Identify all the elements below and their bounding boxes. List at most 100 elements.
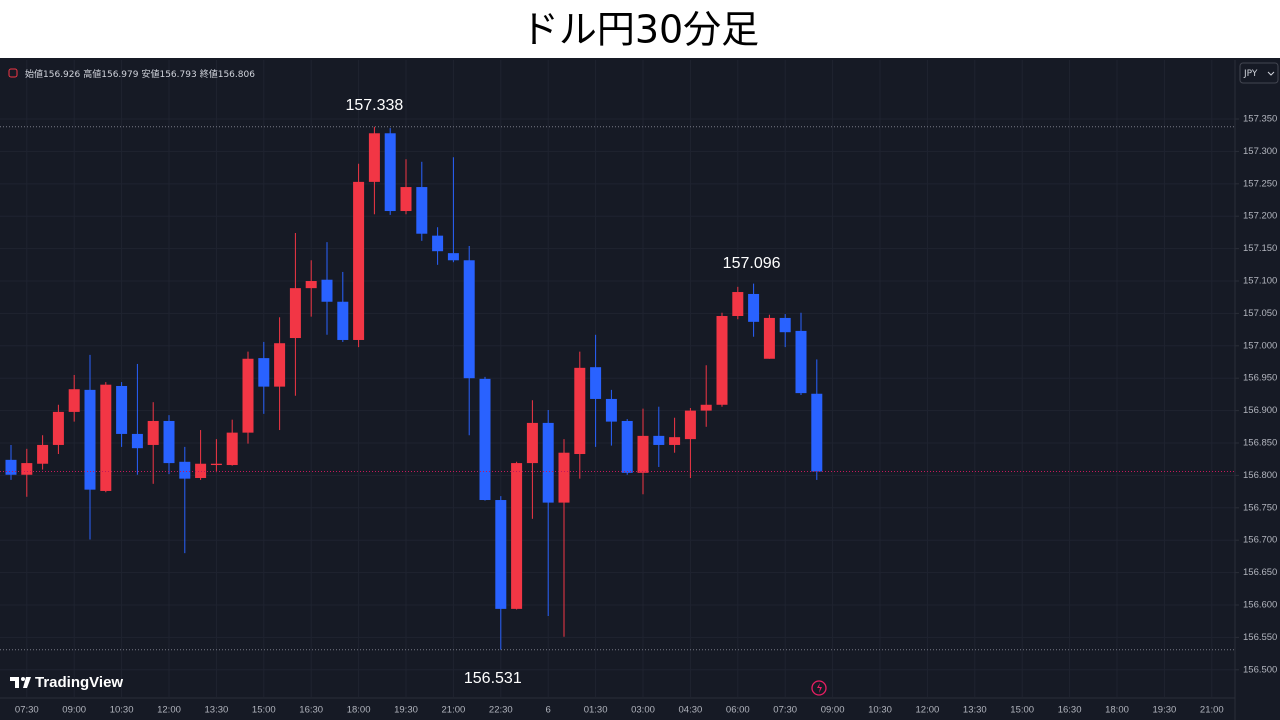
candle-body [5, 459, 17, 475]
replay-icon[interactable] [811, 680, 827, 696]
x-tick-label: 10:30 [110, 705, 134, 716]
candle-body [416, 187, 428, 234]
candle-body [384, 133, 396, 212]
close-label: 終値 [200, 68, 218, 80]
candle-body [52, 411, 64, 445]
candle-body [763, 317, 775, 359]
x-tick-label: 13:30 [963, 705, 987, 716]
candle-body [795, 330, 807, 394]
candle-body [163, 420, 175, 464]
candle-body [100, 384, 112, 491]
x-tick-label: 12:00 [157, 705, 181, 716]
candle-body [21, 463, 33, 475]
logo-mark [10, 677, 31, 688]
low-value: 156.793 [159, 70, 196, 80]
ohlc-readout: 始値156.926 高値156.979 安値156.793 終値156.806 [25, 68, 255, 80]
y-tick-label: 156.750 [1243, 502, 1277, 513]
y-tick-label: 157.250 [1243, 178, 1277, 189]
currency-button[interactable] [1239, 62, 1279, 84]
y-tick-label: 157.150 [1243, 243, 1277, 254]
low-label: 安値 [141, 68, 159, 80]
x-tick-label: 22:30 [489, 705, 513, 716]
candle-body [210, 463, 222, 466]
currency-label[interactable]: JPY [1243, 69, 1258, 79]
high-value: 156.979 [101, 70, 138, 80]
candle-body [779, 317, 791, 333]
brand-name[interactable]: TradingView [35, 674, 123, 691]
candle-body [590, 367, 602, 399]
title-band [0, 0, 1280, 58]
y-tick-label: 157.300 [1243, 146, 1277, 157]
x-tick-label: 12:00 [916, 705, 940, 716]
candle-body [84, 389, 96, 490]
candle-body [400, 187, 412, 212]
candle-body [131, 433, 143, 449]
y-tick-label: 156.600 [1243, 600, 1277, 611]
y-tick-label: 156.550 [1243, 632, 1277, 643]
y-tick-label: 157.050 [1243, 308, 1277, 319]
y-tick-label: 156.500 [1243, 664, 1277, 675]
candle-body [37, 444, 49, 464]
x-tick-label: 13:30 [205, 705, 229, 716]
candle-body [353, 181, 365, 340]
candle-body [447, 253, 459, 261]
chart-background [0, 58, 1280, 720]
candle-body [226, 432, 238, 466]
chart-title: ドル円30分足 [521, 8, 759, 52]
x-tick-label: 09:00 [821, 705, 845, 716]
open-label: 始値 [25, 68, 43, 80]
candle-body [542, 422, 554, 503]
candle-body [432, 235, 444, 252]
candle-body [463, 260, 475, 379]
candle-body [811, 393, 823, 472]
candle-body [321, 279, 333, 302]
ohlc-header: 始値156.926 高値156.979 安値156.793 終値156.806 [8, 68, 255, 80]
candle-body [574, 367, 586, 455]
x-tick-label: 21:00 [442, 705, 466, 716]
y-tick-label: 157.200 [1243, 211, 1277, 222]
x-tick-label: 10:30 [868, 705, 892, 716]
x-tick-label: 09:00 [62, 705, 86, 716]
low-annotation: 156.531 [464, 670, 522, 687]
x-tick-label: 01:30 [584, 705, 608, 716]
candle-body [511, 463, 523, 609]
candle-body [68, 389, 80, 412]
symbol-icon [8, 68, 18, 78]
y-tick-label: 157.350 [1243, 114, 1277, 125]
candle-body [274, 343, 286, 387]
candle-body [479, 378, 491, 501]
candle-body [305, 281, 317, 289]
dropdown-caret [1267, 71, 1275, 76]
high-annotation: 157.338 [345, 97, 403, 114]
x-tick-label: 6 [546, 705, 551, 716]
x-tick-label: 16:30 [299, 705, 323, 716]
open-value: 156.926 [43, 70, 80, 80]
candle-body [337, 301, 349, 340]
x-tick-label: 15:00 [252, 705, 276, 716]
icon-bolt [817, 683, 822, 693]
candle-body [558, 452, 570, 503]
candle-body [716, 316, 728, 405]
y-tick-label: 156.900 [1243, 405, 1277, 416]
close-value: 156.806 [218, 70, 255, 80]
candle-body [732, 292, 744, 316]
currency-dropdown[interactable]: JPY [1239, 62, 1279, 84]
brand-logo[interactable]: TradingView [10, 674, 123, 691]
candle-body [289, 288, 301, 339]
y-tick-label: 157.100 [1243, 276, 1277, 287]
plot-area [0, 126, 1235, 651]
candle-body [653, 435, 665, 445]
y-tick-label: 156.850 [1243, 438, 1277, 449]
candle-body [605, 398, 617, 422]
x-tick-label: 03:00 [631, 705, 655, 716]
x-tick-label: 16:30 [1058, 705, 1082, 716]
high-annotation: 157.096 [723, 255, 781, 272]
x-tick-label: 06:00 [726, 705, 750, 716]
candle-body [195, 463, 207, 478]
candle-body [637, 435, 649, 473]
x-tick-label: 04:30 [679, 705, 703, 716]
icon-ring[interactable] [811, 680, 827, 696]
candle-body [242, 358, 254, 433]
y-tick-label: 157.000 [1243, 340, 1277, 351]
